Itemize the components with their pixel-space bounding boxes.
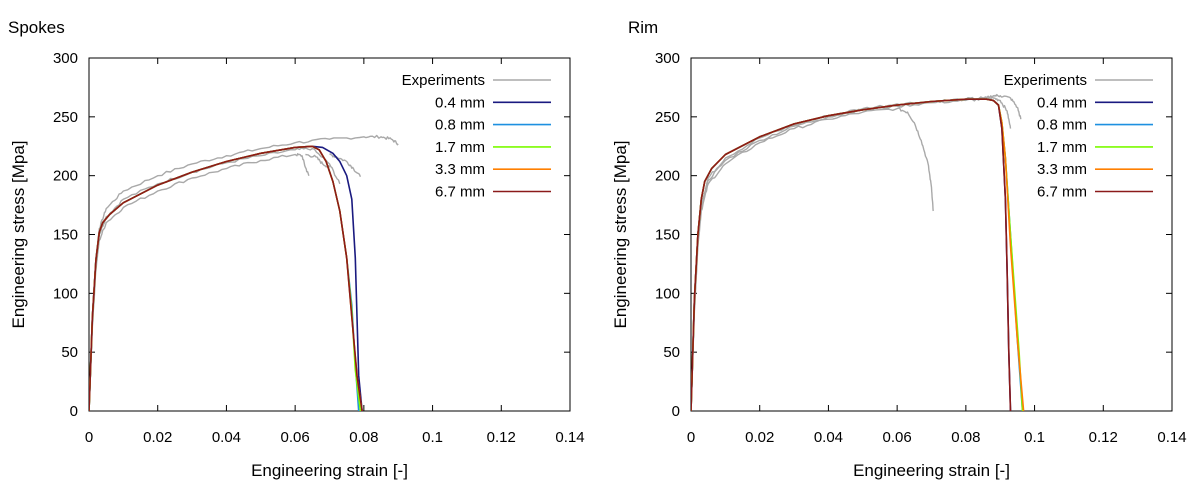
x-tick-label: 0.12 [1089,429,1118,446]
x-tick-label: 0 [687,429,695,446]
chart-title: Spokes [8,18,65,37]
y-axis-label: Engineering stress [Mpa] [9,140,28,328]
x-tick-label: 0 [85,429,93,446]
chart-panel-rim: Rim 0 0.02 0.04 0.06 0.08 0.1 0.12 0.14 0 50 100 150… [611,18,1187,480]
series-experiments-line [305,153,331,168]
plot-frame [88,57,571,412]
x-tick-label: 0.08 [951,429,980,446]
legend-label: Experiments [402,72,485,89]
series-experiments-line [89,147,341,411]
legend-label: 0.4 mm [435,94,485,111]
y-tick-label: 200 [53,168,78,185]
series-0-4-mm-line [89,145,363,411]
y-tick-label: 150 [655,227,680,244]
y-tick-label: 150 [53,227,78,244]
x-tick-label: 0.08 [349,429,378,446]
y-tick-label: 50 [663,344,680,361]
x-tick-label: 0.1 [1024,429,1045,446]
y-tick-label: 200 [655,168,680,185]
x-tick-label: 0.04 [814,429,843,446]
x-tick-label: 0.02 [745,429,774,446]
series-6-7-mm-line [691,98,1012,411]
y-tick-label: 250 [53,109,78,126]
legend-label: 3.3 mm [435,161,485,178]
x-tick-label: 0.14 [555,429,584,446]
legend-label: 0.4 mm [1037,94,1087,111]
legend-label: 0.8 mm [1037,117,1087,134]
y-tick-label: 0 [70,403,78,420]
legend-label: 6.7 mm [1037,184,1087,201]
plot-area [691,93,1025,411]
legend-label: 0.8 mm [435,117,485,134]
chart-panel-spokes: Spokes 0 0.02 0.04 0.06 0.08 0.1 0.12 0.14 0 50 100… [8,18,585,480]
y-tick-label: 250 [655,109,680,126]
legend: Experiments 0.4 mm 0.8 mm 1.7 mm 3.3 mm 6.7 m… [1004,72,1153,201]
x-axis-label: Engineering strain [-] [853,461,1010,480]
legend-label: Experiments [1004,72,1087,89]
y-tick-label: 100 [655,285,680,302]
x-tick-label: 0.06 [883,429,912,446]
legend-label: 1.7 mm [435,139,485,156]
y-tick-label: 50 [61,344,78,361]
x-tick-label: 0.12 [487,429,516,446]
series-experiments-line [89,152,310,411]
series-3-3-mm-line [89,145,363,411]
series-0-8-mm-line [89,145,360,411]
x-tick-label: 0.04 [212,429,241,446]
plot-frame [690,57,1173,412]
y-tick-label: 300 [655,50,680,67]
series-experiments-line [691,96,1012,411]
x-tick-label: 0.1 [422,429,443,446]
series-6-7-mm-line [89,145,363,411]
series-experiments-line [691,93,1022,411]
plot-area [89,134,399,411]
x-axis-label: Engineering strain [-] [251,461,408,480]
x-tick-label: 0.06 [281,429,310,446]
y-tick-label: 0 [672,403,680,420]
y-tick-label: 300 [53,50,78,67]
series-0-4-mm-line [691,98,1012,411]
series-experiments-line [89,134,399,411]
chart-title: Rim [628,18,658,37]
x-tick-label: 0.02 [143,429,172,446]
y-tick-label: 100 [53,285,78,302]
legend-label: 6.7 mm [435,184,485,201]
x-tick-label: 0.14 [1157,429,1186,446]
series-experiments-line [329,153,362,178]
y-axis-label: Engineering stress [Mpa] [611,140,630,328]
legend-label: 3.3 mm [1037,161,1087,178]
series-1-7-mm-line [89,145,362,411]
legend: Experiments 0.4 mm 0.8 mm 1.7 mm 3.3 mm 6.7 m… [402,72,551,201]
legend-label: 1.7 mm [1037,139,1087,156]
